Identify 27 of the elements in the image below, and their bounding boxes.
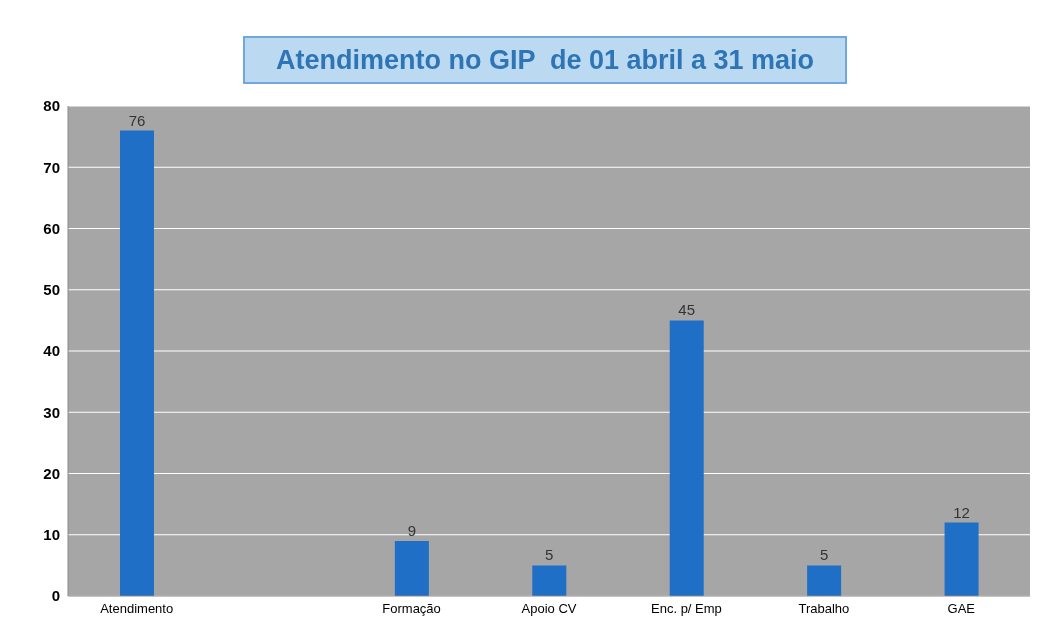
data-label: 5 xyxy=(545,546,554,564)
chart-title: Atendimento no GIP de 01 abril a 31 maio xyxy=(243,36,847,84)
y-tick-label: 20 xyxy=(43,464,60,482)
data-label: 76 xyxy=(128,111,146,129)
y-tick-label: 10 xyxy=(43,526,60,544)
x-tick-label: Apoio CV xyxy=(521,601,577,617)
data-label: 45 xyxy=(678,301,696,319)
y-tick-label: 0 xyxy=(51,587,60,605)
y-tick-label: 30 xyxy=(43,403,60,421)
y-tick-label: 80 xyxy=(43,97,60,115)
x-tick-label: Trabalho xyxy=(798,601,850,617)
x-tick-label: Enc. p/ Emp xyxy=(651,601,722,617)
bar xyxy=(807,565,842,596)
x-tick-label: GAE xyxy=(947,601,976,617)
bar xyxy=(120,130,154,596)
bar xyxy=(394,540,429,596)
bar xyxy=(532,565,567,596)
x-tick-label: Atendimento xyxy=(100,601,174,617)
bar xyxy=(944,522,979,596)
y-tick-label: 60 xyxy=(43,219,60,237)
y-tick-label: 70 xyxy=(43,158,60,176)
data-label: 5 xyxy=(819,546,829,564)
y-tick-label: 50 xyxy=(43,281,60,299)
x-tick-label: Formação xyxy=(382,601,441,617)
y-tick-label: 40 xyxy=(43,342,60,360)
bar xyxy=(669,320,704,596)
data-label: 12 xyxy=(953,503,970,521)
